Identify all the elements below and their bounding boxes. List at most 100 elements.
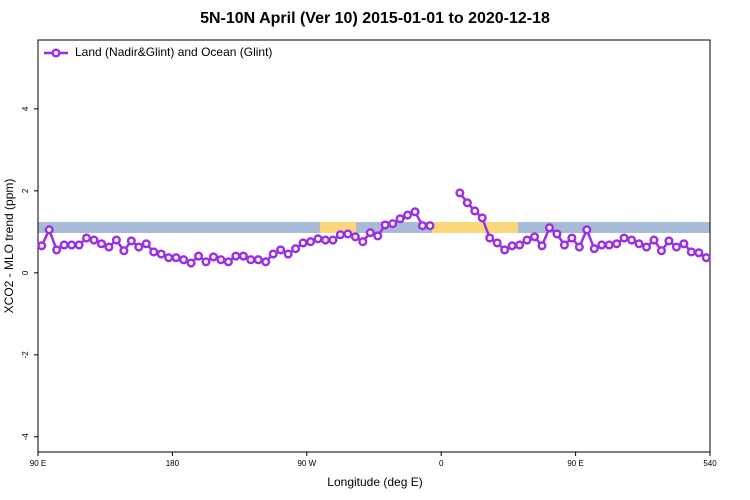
y-tick-label: -2 — [21, 351, 30, 359]
y-tick-label: 2 — [21, 188, 30, 193]
data-point — [597, 240, 607, 250]
data-point — [515, 240, 525, 250]
data-point — [89, 235, 99, 245]
data-point — [246, 255, 256, 265]
data-point — [59, 240, 69, 250]
data-point — [365, 228, 375, 238]
data-point — [589, 244, 599, 254]
data-point — [544, 223, 555, 233]
data-point — [656, 246, 667, 256]
data-point — [358, 237, 368, 247]
data-point — [52, 245, 62, 255]
data-point — [44, 225, 54, 235]
data-point — [156, 249, 166, 259]
data-point — [119, 246, 129, 256]
x-tick-label: 90 E — [567, 459, 583, 468]
data-point — [686, 247, 696, 257]
data-point — [223, 257, 233, 267]
data-point — [627, 235, 637, 245]
data-point — [216, 255, 226, 265]
x-axis-label: Longitude (deg E) — [327, 475, 422, 489]
x-tick-label: 90 W — [297, 459, 316, 468]
data-point — [470, 206, 480, 216]
data-point — [37, 241, 47, 251]
data-point — [350, 232, 360, 242]
data-point — [261, 257, 271, 267]
data-point — [343, 229, 353, 239]
data-point — [694, 248, 704, 258]
data-point — [395, 214, 405, 224]
x-tick-label: 540 — [703, 459, 717, 468]
data-point — [328, 235, 338, 245]
y-axis-label: XCO2 - MLO trend (ppm) — [2, 179, 16, 314]
data-point — [283, 249, 293, 259]
data-point — [335, 230, 345, 240]
data-point — [320, 235, 331, 245]
data-point — [373, 231, 383, 241]
chart-title: 5N-10N April (Ver 10) 2015-01-01 to 2020… — [200, 10, 550, 27]
data-point — [126, 236, 136, 246]
data-point — [522, 235, 532, 245]
x-tick-label: 90 E — [30, 459, 46, 468]
data-point — [111, 235, 121, 245]
data-point — [582, 225, 592, 235]
data-point — [231, 251, 241, 261]
data-point — [141, 239, 151, 249]
data-point — [425, 221, 435, 231]
data-point — [410, 207, 420, 217]
data-point — [492, 238, 502, 248]
data-point — [664, 236, 674, 246]
surface-band — [38, 222, 710, 233]
x-tick-label: 180 — [166, 459, 180, 468]
data-point — [179, 255, 189, 265]
data-point — [485, 233, 495, 243]
data-point — [500, 245, 510, 255]
data-point — [574, 242, 584, 252]
data-point — [291, 244, 301, 254]
data-point — [201, 257, 211, 267]
data-point — [134, 242, 144, 252]
data-point — [619, 233, 629, 243]
data-point — [552, 229, 562, 239]
data-point — [313, 234, 323, 244]
y-tick-label: 4 — [21, 106, 30, 111]
data-point — [612, 239, 622, 249]
data-point — [679, 239, 689, 249]
data-point — [537, 241, 547, 251]
data-point — [649, 235, 659, 245]
data-point — [701, 253, 711, 263]
data-point — [403, 210, 413, 220]
data-point — [380, 220, 390, 230]
data-point — [417, 221, 428, 231]
legend-label: Land (Nadir&Glint) and Ocean (Glint) — [75, 45, 272, 59]
data-point — [462, 198, 472, 208]
data-point — [186, 258, 196, 268]
data-point — [268, 249, 278, 259]
legend-marker — [51, 48, 61, 58]
data-point — [604, 240, 614, 250]
data-point — [305, 237, 316, 247]
x-tick-label: 0 — [439, 459, 444, 468]
data-point — [634, 239, 644, 249]
data-point — [567, 233, 577, 243]
data-point — [67, 240, 77, 250]
data-point — [477, 213, 487, 223]
data-point — [164, 253, 174, 263]
data-point — [149, 247, 159, 257]
data-point — [104, 242, 114, 252]
y-tick-label: 0 — [21, 270, 30, 275]
data-point — [276, 245, 286, 255]
data-point — [507, 241, 517, 251]
data-point — [171, 253, 181, 263]
data-point — [96, 239, 107, 249]
data-point — [388, 219, 398, 229]
data-point — [641, 242, 652, 252]
data-point — [529, 232, 540, 242]
data-point — [559, 240, 569, 250]
data-point — [671, 242, 681, 252]
data-point — [81, 233, 92, 243]
data-point — [238, 251, 248, 261]
data-point — [193, 251, 204, 261]
y-tick-label: -4 — [21, 433, 30, 441]
